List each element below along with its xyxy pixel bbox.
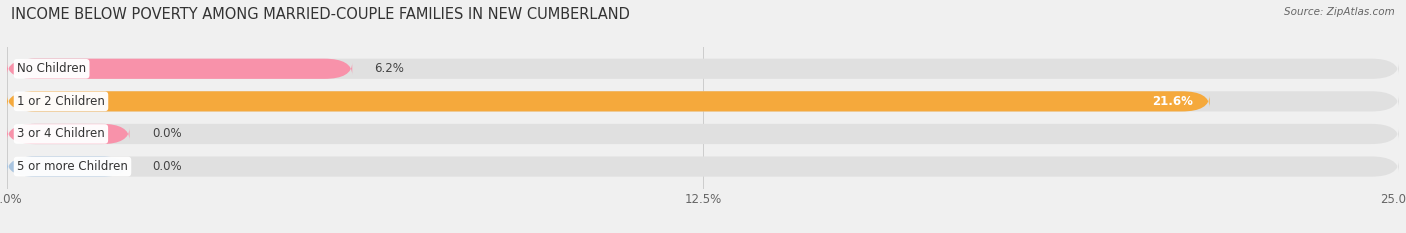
Text: 0.0%: 0.0% <box>152 160 181 173</box>
FancyBboxPatch shape <box>7 59 1399 79</box>
FancyBboxPatch shape <box>7 124 129 144</box>
FancyBboxPatch shape <box>7 91 1209 111</box>
Text: No Children: No Children <box>17 62 86 75</box>
Text: 21.6%: 21.6% <box>1152 95 1192 108</box>
Text: Source: ZipAtlas.com: Source: ZipAtlas.com <box>1284 7 1395 17</box>
Text: 6.2%: 6.2% <box>374 62 405 75</box>
FancyBboxPatch shape <box>7 156 129 177</box>
Text: 1 or 2 Children: 1 or 2 Children <box>17 95 105 108</box>
FancyBboxPatch shape <box>7 156 1399 177</box>
FancyBboxPatch shape <box>7 124 1399 144</box>
Text: 3 or 4 Children: 3 or 4 Children <box>17 127 105 140</box>
Text: INCOME BELOW POVERTY AMONG MARRIED-COUPLE FAMILIES IN NEW CUMBERLAND: INCOME BELOW POVERTY AMONG MARRIED-COUPL… <box>11 7 630 22</box>
Text: 5 or more Children: 5 or more Children <box>17 160 128 173</box>
FancyBboxPatch shape <box>7 91 1399 111</box>
Text: 0.0%: 0.0% <box>152 127 181 140</box>
FancyBboxPatch shape <box>7 59 353 79</box>
